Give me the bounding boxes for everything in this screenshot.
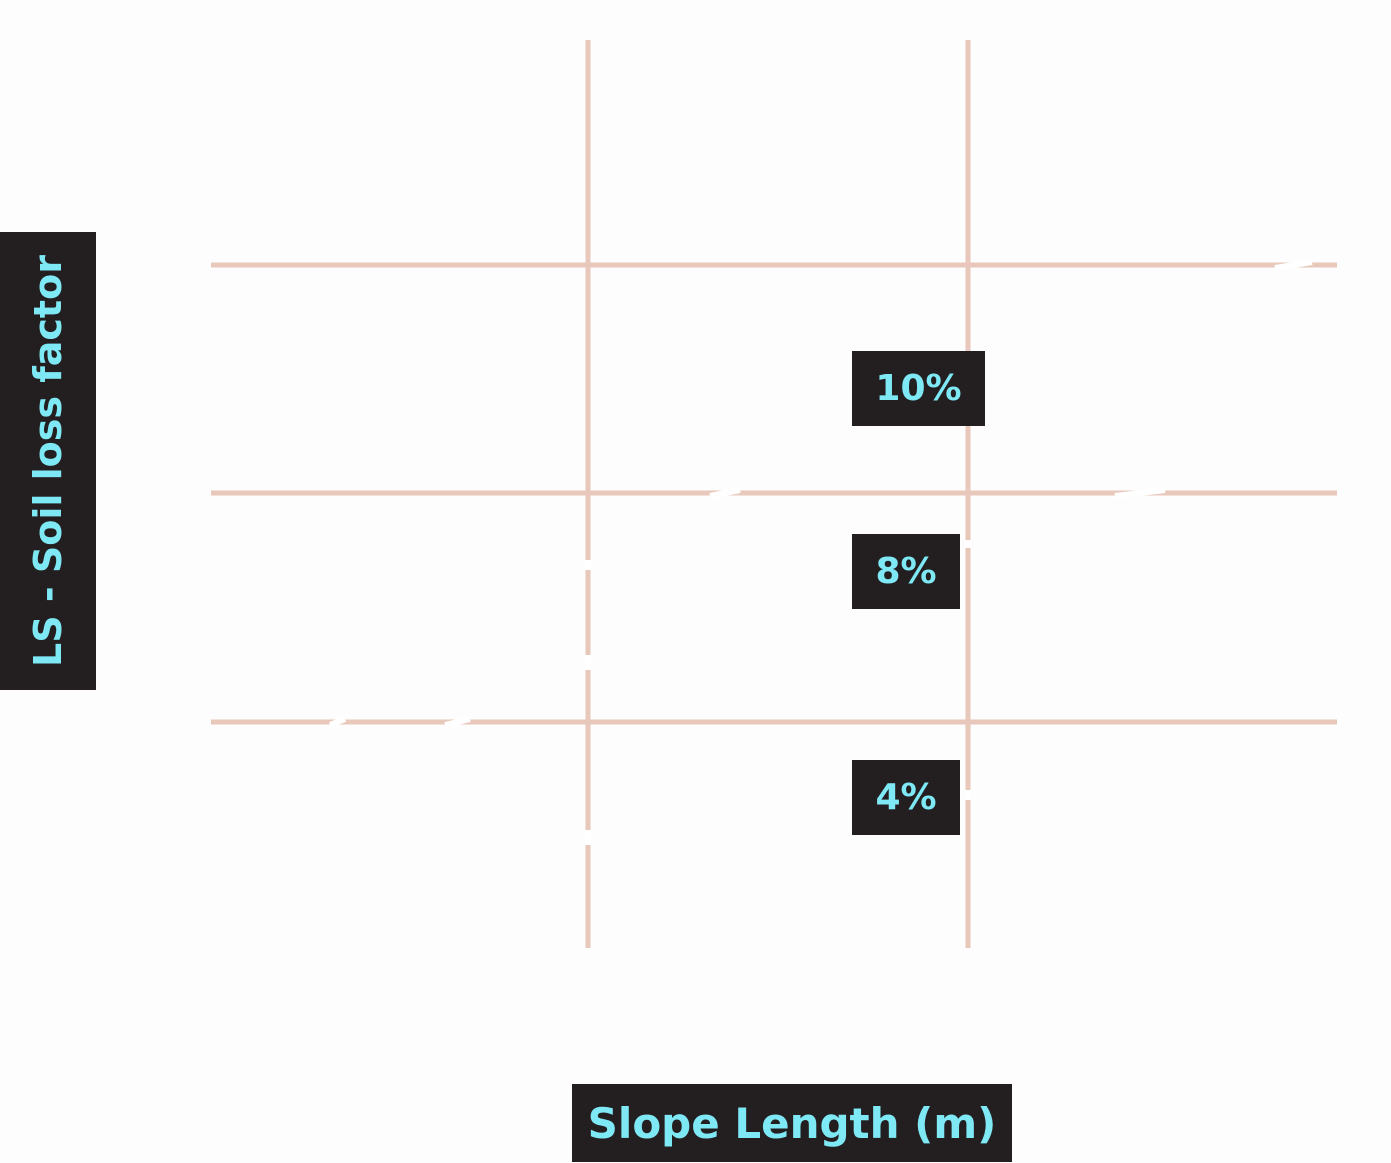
x-axis-label: Slope Length (m) xyxy=(572,1084,1012,1162)
line-fragments xyxy=(328,259,1313,845)
y-axis-label: LS - Soil loss factor xyxy=(26,255,71,667)
series-line-fragment-1 xyxy=(709,487,741,499)
series-label-10: 10% xyxy=(852,351,985,426)
series-line-fragment-2 xyxy=(1114,487,1166,499)
series-label-8: 8% xyxy=(852,534,960,609)
series-line-fragment-0 xyxy=(1274,259,1313,271)
grid-lines xyxy=(211,40,1337,948)
series-label-4: 4% xyxy=(852,760,960,835)
series-line-fragment-3 xyxy=(328,716,347,728)
series-line-fragment-4 xyxy=(444,716,471,728)
y-axis-label-box: LS - Soil loss factor xyxy=(0,232,96,690)
